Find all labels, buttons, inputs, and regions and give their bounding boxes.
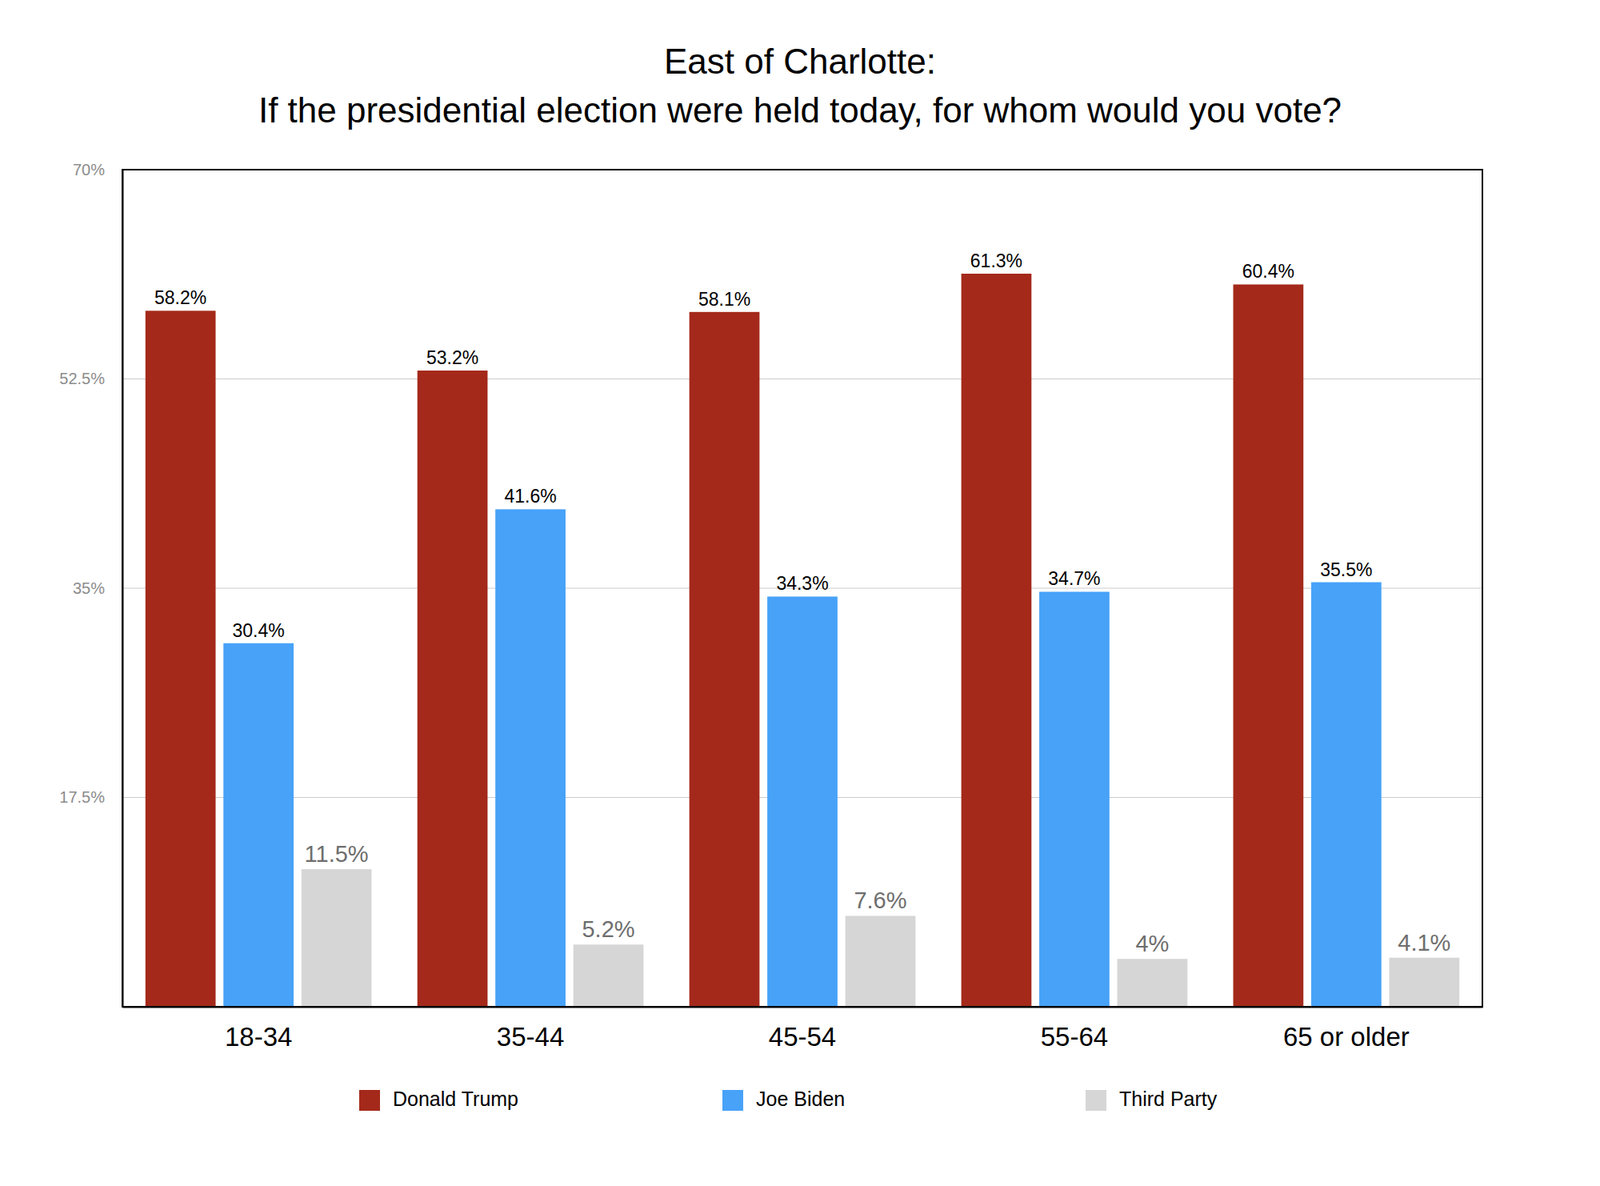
y-tick: 17.5% [59, 788, 123, 806]
bar [767, 596, 838, 1007]
x-tick: 18-34 [224, 1006, 292, 1052]
frame [122, 169, 1483, 1007]
x-tick-label: 65 or older [1283, 1021, 1410, 1052]
legend-item: Third Party [1085, 1087, 1218, 1111]
data-label: 4% [1135, 930, 1169, 956]
bar [1233, 284, 1304, 1007]
legend-swatch [359, 1089, 380, 1111]
bar [1039, 591, 1110, 1007]
data-label: 58.1% [698, 288, 751, 310]
data-label: 34.3% [776, 572, 828, 594]
bar [689, 312, 760, 1007]
bar [145, 310, 216, 1007]
x-tick-label: 35-44 [496, 1021, 564, 1052]
data-label: 34.7% [1048, 568, 1100, 589]
bar [1117, 958, 1188, 1007]
legend-label: Joe Biden [756, 1087, 845, 1110]
plot: 17.5% 35% 52.5% 70% 18-34 35-44 45-54 55-64 65 o… [59, 160, 1483, 1052]
legend: Donald Trump Joe Biden Third Party [359, 1087, 1218, 1111]
bars [145, 273, 1460, 1007]
x-tick: 45-54 [768, 1006, 836, 1052]
y-axis: 17.5% 35% 52.5% 70% [59, 160, 123, 1008]
y-tick: 35% [72, 579, 123, 597]
legend-item: Joe Biden [722, 1087, 845, 1111]
bar [961, 273, 1032, 1007]
x-tick-label: 45-54 [768, 1021, 836, 1052]
bar [417, 370, 488, 1007]
x-tick-label: 55-64 [1040, 1021, 1108, 1052]
data-label: 58.2% [154, 287, 207, 308]
chart: East of Charlotte: If the presidential el… [0, 0, 1600, 1186]
data-label: 60.4% [1242, 260, 1295, 282]
x-tick-label: 18-34 [224, 1021, 292, 1052]
bar [223, 643, 294, 1007]
data-label: 11.5% [304, 840, 369, 867]
data-label: 41.6% [504, 485, 556, 507]
legend-swatch [1085, 1089, 1107, 1111]
y-tick-label: 52.5% [59, 369, 105, 388]
legend-label: Third Party [1119, 1087, 1218, 1110]
data-label: 35.5% [1320, 559, 1372, 580]
y-tick-label: 35% [72, 579, 105, 597]
bar [573, 944, 644, 1007]
x-tick: 65 or older [1283, 1006, 1410, 1052]
title: If the presidential election were held t… [258, 90, 1342, 130]
bar [1388, 957, 1460, 1007]
legend-item: Donald Trump [359, 1087, 519, 1111]
y-tick: 52.5% [59, 369, 123, 388]
y-axis-line [122, 170, 124, 1008]
data-label: 30.4% [232, 620, 285, 641]
x-tick: 55-64 [1040, 1006, 1108, 1052]
data-label: 61.3% [970, 250, 1023, 272]
bar [845, 915, 916, 1007]
data-label: 4.1% [1397, 929, 1451, 956]
data-label: 5.2% [581, 916, 635, 942]
y-tick: 70% [72, 160, 123, 179]
bar [495, 508, 566, 1007]
data-label: 7.6% [853, 887, 907, 913]
title: East of Charlotte: [664, 41, 936, 81]
y-tick-label: 70% [72, 160, 105, 179]
legend-swatch [722, 1089, 744, 1111]
x-tick: 35-44 [496, 1006, 564, 1052]
legend-label: Donald Trump [392, 1087, 519, 1110]
x-axis-line [123, 1006, 1484, 1008]
data-label: 53.2% [426, 347, 479, 368]
y-tick-label: 17.5% [59, 788, 105, 806]
data-labels: 58.2% 53.2% 58.1% 61.3% 60.4% 30.4% 41.6% 34.3%… [154, 250, 1451, 956]
x-axis: 18-34 35-44 45-54 55-64 65 or older [123, 1006, 1484, 1052]
bar [1311, 582, 1382, 1007]
bar [301, 868, 372, 1007]
